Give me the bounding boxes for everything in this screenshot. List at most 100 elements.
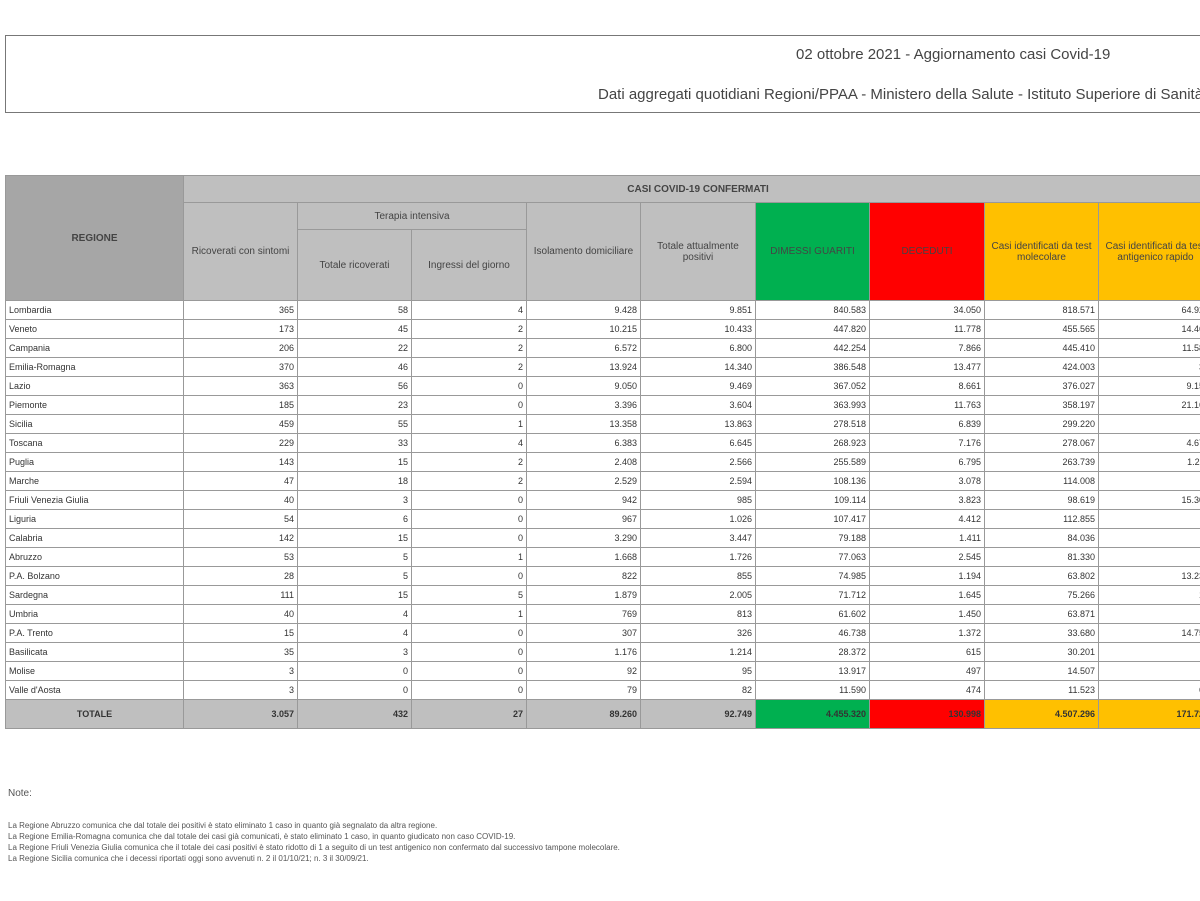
cell-value: 9.050	[526, 376, 641, 396]
cell-value: 370	[183, 357, 298, 377]
cell-value: 2	[411, 338, 527, 358]
cell-value: 34.050	[869, 300, 985, 320]
cell-value: 55	[297, 414, 412, 434]
header-cell: Isolamento domiciliare	[526, 202, 641, 301]
cell-value: 47	[183, 471, 298, 491]
cell-value: 813	[640, 604, 756, 624]
cell-value: 6.383	[526, 433, 641, 453]
cell-value: 28	[183, 566, 298, 586]
cell-value: 142	[183, 528, 298, 548]
cell-value: 173	[183, 319, 298, 339]
header-cell: Totale ricoverati	[297, 229, 412, 301]
data-row: Calabria 142 15 0 3.290 3.447 79.188 1.411 84.03…	[5, 528, 1200, 548]
header-box: 02 ottobre 2021 - Aggiornamento casi Cov…	[5, 35, 1200, 113]
cell-value: 268.923	[755, 433, 870, 453]
note-line: La Regione Emilia-Romagna comunica che d…	[8, 832, 516, 841]
data-row: Sardegna 111 15 5 1.879 2.005 71.712 1.645 75.26…	[5, 585, 1200, 605]
cell-value: 0	[411, 509, 527, 529]
cell-value: 0	[411, 528, 527, 548]
total-label: TOTALE	[5, 699, 184, 729]
region-name: Calabria	[5, 528, 184, 548]
cell-value: 445.410	[984, 338, 1099, 358]
cell-value: 4.412	[869, 509, 985, 529]
cell-value: 0	[411, 490, 527, 510]
cell-value: 14.340	[640, 357, 756, 377]
header-cell: DECEDUTI	[869, 202, 985, 301]
cell-value: 1	[411, 604, 527, 624]
region-name: Lombardia	[5, 300, 184, 320]
cell-value: 1.372	[869, 623, 985, 643]
cell-value: 424.003	[984, 357, 1099, 377]
cell-value: 1.176	[526, 642, 641, 662]
cell-value: 92	[526, 661, 641, 681]
notes-label: Note:	[8, 788, 32, 799]
cell-value: 9.428	[526, 300, 641, 320]
cell-value: 62	[1098, 680, 1200, 700]
cell-value: 0	[411, 376, 527, 396]
cell-value: 46	[297, 357, 412, 377]
region-name: Campania	[5, 338, 184, 358]
cell-value: 2.594	[640, 471, 756, 491]
cell-value: 2.005	[640, 585, 756, 605]
cell-value: 967	[526, 509, 641, 529]
cell-value: 1.726	[640, 547, 756, 567]
cell-value: 0	[1098, 528, 1200, 548]
cell-value: 14.507	[984, 661, 1099, 681]
region-name: Umbria	[5, 604, 184, 624]
cell-value: 64.927	[1098, 300, 1200, 320]
cell-value: 4	[297, 604, 412, 624]
cell-value: 2	[411, 357, 527, 377]
cell-value: 98.619	[984, 490, 1099, 510]
cell-value: 1.214	[640, 642, 756, 662]
header-row: Totale ricoverati Ingressi del giorno	[6, 229, 1200, 301]
cell-value: 5	[297, 566, 412, 586]
cell-value: 74.985	[755, 566, 870, 586]
cell-value: 40	[183, 604, 298, 624]
cell-value: 3	[297, 490, 412, 510]
region-name: Marche	[5, 471, 184, 491]
cell-value: 10	[1098, 585, 1200, 605]
region-name: Sardegna	[5, 585, 184, 605]
cell-value: 4	[411, 433, 527, 453]
header-cell: Ingressi del giorno	[411, 229, 527, 301]
header-row: Ricoverati con sintomi Terapia intensiva I…	[6, 202, 1200, 301]
cell-value: 229	[183, 433, 298, 453]
cell-value: 21.163	[1098, 395, 1200, 415]
cell-value: 4	[297, 623, 412, 643]
cell-value: 0	[411, 680, 527, 700]
cell-value: 61.602	[755, 604, 870, 624]
cell-value: 0	[1098, 471, 1200, 491]
cell-value: 299.220	[984, 414, 1099, 434]
cell-value: 6.839	[869, 414, 985, 434]
cell-value: 11.778	[869, 319, 985, 339]
cell-value: 6.645	[640, 433, 756, 453]
cell-value: 474	[869, 680, 985, 700]
data-row: Lombardia 365 58 4 9.428 9.851 840.583 34.050 81…	[5, 300, 1200, 320]
cell-value: 5	[297, 547, 412, 567]
cell-value: 3.447	[640, 528, 756, 548]
cell-value: 9.851	[640, 300, 756, 320]
cell-value: 3.823	[869, 490, 985, 510]
cell-value: 111	[183, 585, 298, 605]
cell-value: 28.372	[755, 642, 870, 662]
cell-value: 0	[411, 566, 527, 586]
cell-value: 459	[183, 414, 298, 434]
total-value: 27	[411, 699, 527, 729]
cell-value: 206	[183, 338, 298, 358]
data-row: P.A. Trento 15 4 0 307 326 46.738 1.372 33.680 14…	[5, 623, 1200, 643]
total-value: 4.455.320	[755, 699, 870, 729]
cell-value: 985	[640, 490, 756, 510]
cell-value: 10.215	[526, 319, 641, 339]
cell-value: 367.052	[755, 376, 870, 396]
cell-value: 4.677	[1098, 433, 1200, 453]
region-name: Molise	[5, 661, 184, 681]
cell-value: 14.466	[1098, 319, 1200, 339]
cell-value: 278.518	[755, 414, 870, 434]
cell-value: 455.565	[984, 319, 1099, 339]
region-name: Sicilia	[5, 414, 184, 434]
cell-value: 23	[297, 395, 412, 415]
region-name: Basilicata	[5, 642, 184, 662]
